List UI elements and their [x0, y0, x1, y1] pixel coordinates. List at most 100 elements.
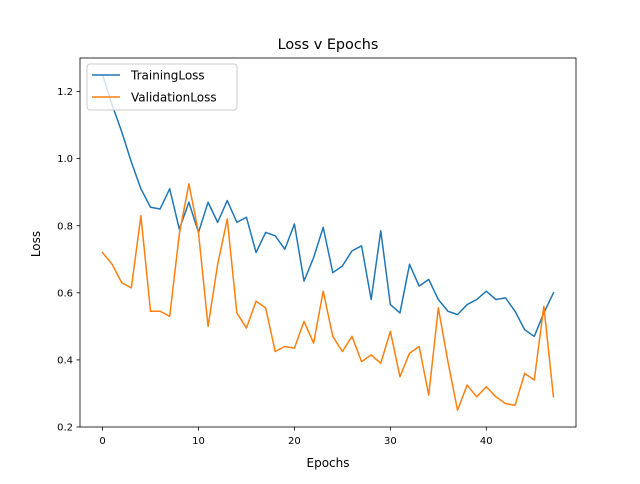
- data-point-validationloss: [514, 404, 516, 406]
- y-tick-label: 0.6: [57, 288, 73, 299]
- chart-title: Loss v Epochs: [278, 37, 379, 53]
- data-point-trainingloss: [514, 311, 516, 313]
- data-point-trainingloss: [332, 272, 334, 274]
- data-point-trainingloss: [217, 222, 219, 224]
- data-point-trainingloss: [380, 230, 382, 232]
- data-point-validationloss: [322, 290, 324, 292]
- y-tick-label: 0.2: [57, 423, 73, 434]
- data-point-validationloss: [380, 363, 382, 365]
- data-point-trainingloss: [150, 207, 152, 209]
- series-line-validationloss: [101, 183, 555, 411]
- data-point-validationloss: [390, 331, 392, 333]
- data-point-trainingloss: [438, 299, 440, 301]
- data-point-trainingloss: [246, 217, 248, 219]
- data-point-validationloss: [409, 352, 411, 354]
- data-point-validationloss: [121, 282, 123, 284]
- data-point-validationloss: [447, 361, 449, 363]
- data-point-validationloss: [179, 233, 181, 235]
- data-point-validationloss: [274, 351, 276, 353]
- data-point-validationloss: [265, 307, 267, 309]
- data-point-trainingloss: [140, 188, 142, 190]
- x-tick-label: 0: [99, 436, 105, 447]
- data-point-trainingloss: [236, 222, 238, 224]
- data-point-validationloss: [370, 354, 372, 356]
- x-axis-label: Epochs: [307, 456, 350, 470]
- data-point-validationloss: [361, 361, 363, 363]
- data-point-trainingloss: [313, 257, 315, 259]
- data-point-validationloss: [294, 347, 296, 349]
- data-point-trainingloss: [495, 299, 497, 301]
- data-point-trainingloss: [505, 297, 507, 299]
- data-point-trainingloss: [466, 304, 468, 306]
- data-point-validationloss: [351, 336, 353, 338]
- data-point-validationloss: [466, 384, 468, 386]
- data-point-validationloss: [111, 264, 113, 266]
- data-point-trainingloss: [255, 252, 257, 254]
- data-point-validationloss: [457, 409, 459, 411]
- data-point-validationloss: [217, 264, 219, 266]
- data-point-validationloss: [159, 311, 161, 313]
- x-tick-label: 40: [480, 436, 493, 447]
- data-point-validationloss: [438, 307, 440, 309]
- data-point-trainingloss: [188, 202, 190, 204]
- data-point-trainingloss: [284, 248, 286, 250]
- data-point-validationloss: [207, 326, 209, 328]
- data-point-trainingloss: [428, 279, 430, 281]
- data-point-trainingloss: [418, 285, 420, 287]
- series-layer: [101, 73, 555, 411]
- y-tick-label: 0.8: [57, 221, 73, 232]
- y-tick-label: 1.2: [57, 87, 73, 98]
- data-point-trainingloss: [207, 202, 209, 204]
- axes-layer: 0 10 20 30 40 0.2 0.4 0.6 0.8 1.0 1.2: [57, 57, 577, 447]
- data-point-trainingloss: [447, 311, 449, 313]
- data-point-trainingloss: [476, 299, 478, 301]
- data-point-trainingloss: [390, 304, 392, 306]
- data-point-validationloss: [505, 403, 507, 405]
- plot-area-frame: [79, 57, 577, 428]
- data-point-trainingloss: [169, 188, 171, 190]
- data-point-validationloss: [543, 305, 545, 307]
- data-point-validationloss: [131, 287, 133, 289]
- legend-label-training-loss: TrainingLoss: [130, 69, 205, 83]
- data-point-validationloss: [313, 342, 315, 344]
- data-point-trainingloss: [342, 265, 344, 267]
- data-point-validationloss: [342, 351, 344, 353]
- data-point-validationloss: [332, 336, 334, 338]
- data-point-validationloss: [188, 183, 190, 185]
- data-point-validationloss: [476, 396, 478, 398]
- data-point-trainingloss: [294, 223, 296, 225]
- data-point-trainingloss: [303, 280, 305, 282]
- data-point-validationloss: [227, 218, 229, 220]
- data-point-trainingloss: [486, 290, 488, 292]
- data-point-validationloss: [246, 327, 248, 329]
- data-point-validationloss: [150, 311, 152, 313]
- data-point-trainingloss: [399, 312, 401, 314]
- data-point-validationloss: [428, 394, 430, 396]
- data-point-validationloss: [198, 232, 200, 234]
- data-point-trainingloss: [553, 292, 555, 294]
- legend-frame: [86, 63, 238, 111]
- data-point-trainingloss: [457, 314, 459, 316]
- data-point-trainingloss: [370, 299, 372, 301]
- data-point-validationloss: [486, 386, 488, 388]
- data-point-validationloss: [399, 376, 401, 378]
- data-point-validationloss: [553, 396, 555, 398]
- x-tick-label: 30: [384, 436, 397, 447]
- data-point-trainingloss: [227, 200, 229, 202]
- y-tick-label: 1.0: [57, 154, 73, 165]
- data-point-validationloss: [169, 316, 171, 318]
- data-point-validationloss: [495, 396, 497, 398]
- legend-label-validation-loss: ValidationLoss: [131, 91, 217, 105]
- data-point-trainingloss: [409, 264, 411, 266]
- x-tick-label: 10: [192, 436, 205, 447]
- data-point-validationloss: [102, 252, 104, 254]
- data-point-validationloss: [534, 379, 536, 381]
- y-tick-label: 0.4: [57, 356, 73, 367]
- data-point-validationloss: [303, 321, 305, 323]
- data-point-validationloss: [255, 300, 257, 302]
- data-point-trainingloss: [121, 131, 123, 133]
- y-axis-label: Loss: [29, 231, 43, 257]
- legend: TrainingLoss ValidationLoss: [86, 63, 238, 111]
